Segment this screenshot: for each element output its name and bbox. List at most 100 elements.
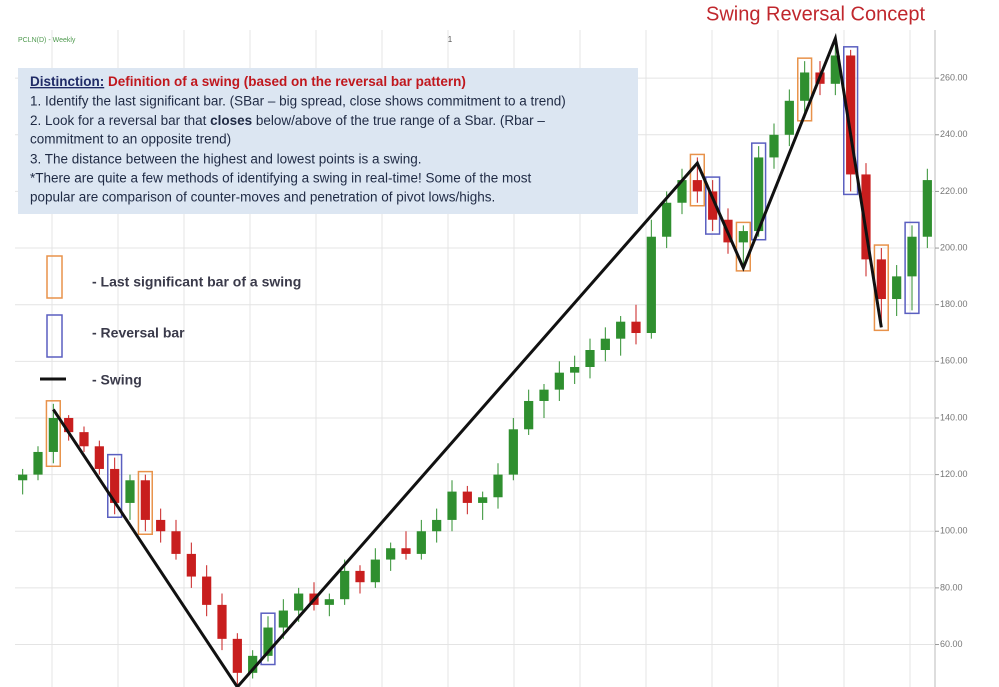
rbar-box — [751, 142, 767, 241]
candle-body — [416, 531, 426, 554]
candle-body — [110, 468, 120, 503]
candle-body — [769, 134, 779, 158]
y-tick-label: 120.00 — [940, 469, 968, 479]
rbar-box — [260, 612, 276, 666]
y-tick-label: 160.00 — [940, 356, 968, 366]
candle-body — [186, 553, 196, 577]
legend-label: - Swing — [92, 372, 142, 388]
rbar-box — [705, 176, 721, 235]
heading-text: Definition of a swing (based on the reve… — [108, 74, 466, 89]
candle-body — [18, 474, 28, 481]
candle-body — [616, 321, 626, 339]
candle-body — [64, 417, 74, 433]
chart-title: Swing Reversal Concept — [706, 3, 925, 25]
candle-body — [754, 157, 764, 232]
candle-body — [156, 519, 166, 532]
candle-body — [462, 491, 472, 503]
candle-body — [861, 174, 871, 260]
sbar-box — [45, 400, 61, 468]
candle-body — [94, 446, 104, 469]
candle-body — [646, 236, 656, 334]
candle-body — [493, 474, 503, 498]
candle-body — [401, 548, 411, 554]
note-line: 2. Look for a reversal bar that closes b… — [30, 113, 545, 128]
legend-swatch — [46, 314, 63, 358]
candle-body — [125, 480, 135, 503]
candle-body — [677, 180, 687, 203]
candle-body — [278, 610, 288, 628]
overlay — [45, 32, 920, 687]
candle-body — [508, 429, 518, 475]
candle-body — [907, 236, 917, 277]
candle-body — [631, 321, 641, 334]
candle-body — [585, 350, 595, 367]
rbar-box — [107, 453, 123, 519]
candle-body — [554, 372, 564, 390]
candle-body — [48, 417, 58, 452]
candle-body — [478, 497, 488, 503]
note-line: commitment to an opposite trend) — [30, 132, 231, 147]
candle-body — [784, 100, 794, 135]
candle-body — [386, 548, 396, 560]
note-part: 2. Look for a reversal bar that — [30, 113, 207, 128]
rbar-box — [904, 221, 920, 315]
candle-body — [79, 432, 89, 447]
candle-body — [830, 55, 840, 84]
y-tick-label: 100.00 — [940, 526, 968, 536]
note-line: *There are quite a few methods of identi… — [30, 171, 531, 186]
y-tick-label: 140.00 — [940, 412, 968, 422]
candle-body — [370, 559, 380, 583]
candle-body — [662, 202, 672, 237]
candle-body — [33, 451, 43, 475]
candle-body — [846, 55, 856, 175]
top-marker: 1 — [448, 35, 453, 44]
y-tick-label: 240.00 — [940, 129, 968, 139]
candle-body — [922, 180, 932, 237]
candle-body — [524, 400, 534, 430]
candle-body — [340, 570, 350, 600]
note-line: popular are comparison of counter-moves … — [30, 190, 495, 205]
candle-body — [539, 389, 549, 401]
legend-swatch — [46, 255, 63, 299]
candle-body — [294, 593, 304, 611]
sbar-box — [137, 470, 153, 535]
candle-body — [447, 491, 457, 520]
candle-body — [432, 519, 442, 532]
candle-body — [692, 180, 702, 192]
legend-label: - Reversal bar — [92, 325, 185, 341]
note-part: below/above of the true range of a Sbar.… — [256, 113, 545, 128]
candle-body — [248, 655, 258, 673]
note-line: 3. The distance between the highest and … — [30, 152, 422, 167]
y-tick-label: 80.00 — [940, 582, 963, 592]
candle-body — [140, 480, 150, 520]
note-bold: closes — [210, 113, 252, 128]
notes-heading: Distinction: Definition of a swing (base… — [30, 74, 466, 89]
candle-body — [202, 576, 212, 605]
sbar-box — [797, 57, 813, 122]
y-tick-label: 200.00 — [940, 242, 968, 252]
candle-body — [171, 531, 181, 554]
y-tick-label: 220.00 — [940, 186, 968, 196]
candle-body — [263, 627, 273, 656]
y-tick-label: 180.00 — [940, 299, 968, 309]
candle-body — [738, 231, 748, 243]
rbar-box — [843, 46, 859, 196]
swing-line — [52, 32, 883, 687]
notes-box — [18, 68, 638, 214]
candle-body — [876, 259, 886, 300]
candle-body — [600, 338, 610, 351]
candle-body — [570, 366, 580, 373]
candle-body — [892, 276, 902, 300]
candle-body — [355, 570, 365, 583]
candle-body — [800, 72, 810, 101]
candle-body — [708, 191, 718, 220]
heading-label: Distinction: — [30, 74, 104, 89]
legend-label: - Last significant bar of a swing — [92, 274, 301, 290]
candle-body — [217, 604, 227, 639]
y-tick-label: 260.00 — [940, 73, 968, 83]
note-line: 1. Identify the last significant bar. (S… — [30, 94, 566, 109]
candle-body — [232, 638, 242, 673]
candle-body — [324, 599, 334, 605]
y-tick-label: 60.00 — [940, 639, 963, 649]
